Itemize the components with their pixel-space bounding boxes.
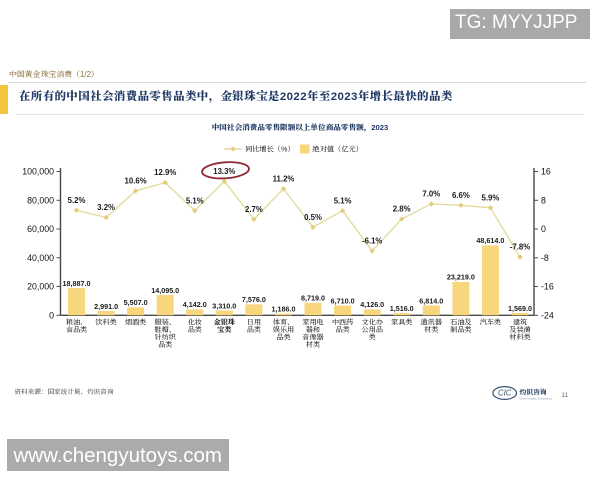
svg-text:-8: -8 xyxy=(541,253,549,263)
svg-text:3,310.0: 3,310.0 xyxy=(212,301,236,310)
svg-text:家用电器和音像器材类: 家用电器和音像器材类 xyxy=(301,318,324,349)
svg-text:4,126.0: 4,126.0 xyxy=(360,300,384,309)
svg-text:日用品类: 日用品类 xyxy=(247,318,261,334)
svg-text:饮料类: 饮料类 xyxy=(95,317,116,326)
svg-text:1,569.0: 1,569.0 xyxy=(508,304,532,313)
svg-text:5.2%: 5.2% xyxy=(68,196,86,205)
svg-text:同比增长（%）: 同比增长（%） xyxy=(245,145,295,154)
svg-text:-16: -16 xyxy=(541,282,554,292)
svg-text:-24: -24 xyxy=(541,310,554,320)
svg-text:5.9%: 5.9% xyxy=(482,193,500,202)
svg-text:服装、鞋帽、针纺织品类: 服装、鞋帽、针纺织品类 xyxy=(154,317,176,349)
svg-text:0: 0 xyxy=(49,310,54,320)
svg-text:7.0%: 7.0% xyxy=(422,190,440,199)
svg-text:6,710.0: 6,710.0 xyxy=(331,297,355,306)
svg-text:2,991.0: 2,991.0 xyxy=(94,302,118,311)
svg-text:建筑及装潢材料类: 建筑及装潢材料类 xyxy=(508,318,530,341)
svg-text:体育、娱乐用品类: 体育、娱乐用品类 xyxy=(273,317,294,341)
svg-text:中国社会消费品零售限额以上单位商品零售额，2023: 中国社会消费品零售限额以上单位商品零售额，2023 xyxy=(212,123,388,132)
svg-text:粮油、食品类: 粮油、食品类 xyxy=(66,317,87,334)
svg-text:100,000: 100,000 xyxy=(22,167,54,177)
svg-text:14,095.0: 14,095.0 xyxy=(151,286,179,295)
svg-text:16: 16 xyxy=(541,167,551,177)
svg-text:6,814.0: 6,814.0 xyxy=(419,296,443,305)
svg-text:化妆品类: 化妆品类 xyxy=(188,318,202,334)
svg-text:1,186.0: 1,186.0 xyxy=(272,304,296,313)
svg-text:80,000: 80,000 xyxy=(27,195,54,205)
svg-text:2.7%: 2.7% xyxy=(245,205,263,214)
svg-text:18,887.0: 18,887.0 xyxy=(63,279,91,288)
svg-text:5.1%: 5.1% xyxy=(334,196,352,205)
svg-text:8,719.0: 8,719.0 xyxy=(301,294,325,303)
svg-text:48,614.0: 48,614.0 xyxy=(476,236,504,245)
svg-text:3.2%: 3.2% xyxy=(97,203,115,212)
svg-text:10.6%: 10.6% xyxy=(125,177,147,186)
svg-text:2.8%: 2.8% xyxy=(393,205,411,214)
svg-text:11.2%: 11.2% xyxy=(273,174,295,183)
svg-text:-6.1%: -6.1% xyxy=(362,237,382,246)
svg-text:4,142.0: 4,142.0 xyxy=(183,300,207,309)
svg-text:烟酒类: 烟酒类 xyxy=(124,317,146,326)
svg-text:13.3%: 13.3% xyxy=(213,167,235,176)
svg-text:CIC: CIC xyxy=(498,389,512,398)
svg-text:6.6%: 6.6% xyxy=(452,191,470,200)
svg-text:China Insights Consultancy: China Insights Consultancy xyxy=(520,397,553,401)
svg-text:家具类: 家具类 xyxy=(391,317,412,326)
svg-text:中西药品类: 中西药品类 xyxy=(332,317,353,334)
svg-text:12.9%: 12.9% xyxy=(154,168,176,177)
svg-text:0: 0 xyxy=(541,224,546,234)
svg-text:5.1%: 5.1% xyxy=(186,196,204,205)
svg-text:文化办公用品类: 文化办公用品类 xyxy=(362,318,384,341)
svg-text:60,000: 60,000 xyxy=(27,224,54,234)
svg-text:7,576.0: 7,576.0 xyxy=(242,295,266,304)
svg-text:通讯器材类: 通讯器材类 xyxy=(421,318,443,334)
svg-text:绝对值（亿元）: 绝对值（亿元） xyxy=(313,145,363,154)
svg-text:20,000: 20,000 xyxy=(27,282,54,292)
svg-text:灼识咨询: 灼识咨询 xyxy=(520,388,547,397)
svg-text:0.5%: 0.5% xyxy=(304,213,322,222)
svg-text:23,219.0: 23,219.0 xyxy=(447,273,475,282)
svg-text:40,000: 40,000 xyxy=(27,253,54,263)
svg-text:8: 8 xyxy=(541,195,546,205)
svg-text:-7.8%: -7.8% xyxy=(510,243,530,252)
svg-text:5,507.0: 5,507.0 xyxy=(124,298,148,307)
svg-text:金银珠宝类: 金银珠宝类 xyxy=(214,317,235,334)
svg-text:汽车类: 汽车类 xyxy=(480,317,501,326)
svg-text:1,516.0: 1,516.0 xyxy=(390,304,414,313)
svg-text:石油及制品类: 石油及制品类 xyxy=(449,317,472,334)
